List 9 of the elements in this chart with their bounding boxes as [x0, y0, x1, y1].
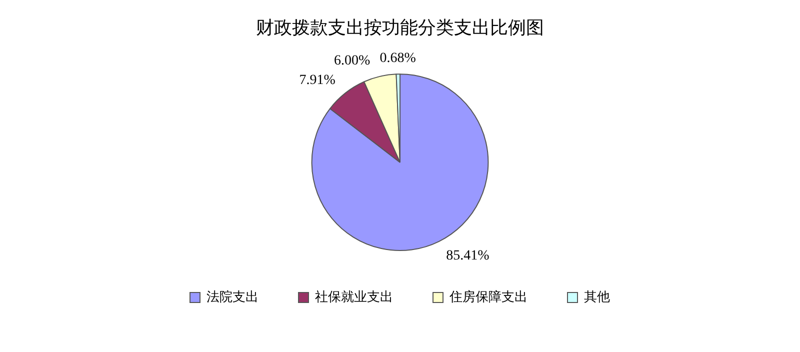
legend-label: 其他	[584, 290, 610, 305]
legend-label: 法院支出	[206, 290, 258, 305]
chart-title: 财政拨款支出按功能分类支出比例图	[256, 17, 544, 38]
data-label: 0.68%	[380, 50, 416, 66]
data-label: 6.00%	[334, 54, 371, 69]
data-label: 7.91%	[299, 73, 336, 88]
legend-label: 住房保障支出	[448, 288, 528, 305]
legend-label: 社保就业支出	[315, 290, 393, 305]
data-label: 85.41%	[446, 248, 490, 264]
